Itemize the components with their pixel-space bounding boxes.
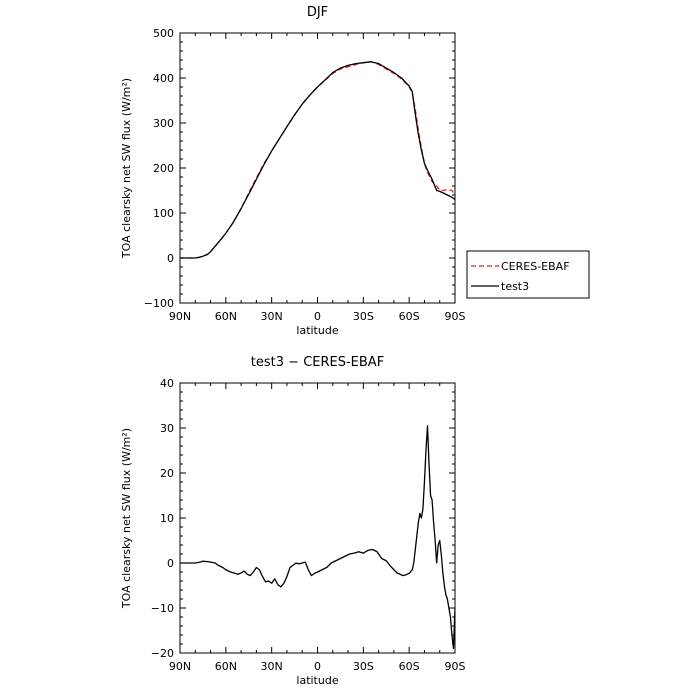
x-tick-label: 0	[314, 660, 321, 673]
x-tick-label: 0	[314, 310, 321, 323]
x-tick-label: 30S	[353, 660, 374, 673]
y-tick-label: 200	[153, 162, 174, 175]
x-tick-label: 60S	[399, 660, 420, 673]
legend-label: test3	[501, 280, 529, 293]
legend-box	[466, 250, 590, 299]
y-tick-label: 500	[153, 27, 174, 40]
y-tick-label: −10	[151, 602, 174, 615]
series-line-0	[180, 425, 455, 650]
y-tick-label: 30	[160, 422, 174, 435]
y-tick-label: 300	[153, 117, 174, 130]
chart-top: DJF 90N 60N 30N 0 30S 60S 90S −100 0 100 200 300 400 5…	[120, 5, 590, 337]
plot-frame	[179, 382, 456, 654]
series-line-test3	[180, 61, 455, 259]
y-tick-label: −100	[144, 297, 174, 310]
y-tick-label: 40	[160, 377, 174, 390]
y-tick-label: 20	[160, 467, 174, 480]
y-axis-label: TOA clearsky net SW flux (W/m²)	[120, 78, 133, 259]
chart-title: test3 − CERES-EBAF	[251, 355, 384, 370]
y-tick-label: 400	[153, 72, 174, 85]
x-tick-label: 60N	[215, 660, 237, 673]
x-tick-label: 90N	[169, 660, 191, 673]
x-tick-label: 90N	[169, 310, 191, 323]
x-tick-label: 30N	[261, 310, 283, 323]
x-tick-label: 30N	[261, 660, 283, 673]
x-axis-label: latitude	[296, 674, 338, 687]
chart-bottom: test3 − CERES-EBAF 90N 60N 30N 0 30S 60S 90S −20…	[120, 355, 466, 687]
x-tick-label: 60S	[399, 310, 420, 323]
x-tick-label: 90S	[445, 660, 466, 673]
legend: CERES-EBAF test3	[466, 250, 590, 299]
legend-label: CERES-EBAF	[501, 260, 570, 273]
plot-frame	[179, 32, 456, 304]
x-axis-label: latitude	[296, 324, 338, 337]
series-line-ceres-ebaf	[180, 61, 455, 259]
y-tick-label: −20	[151, 647, 174, 660]
x-tick-label: 30S	[353, 310, 374, 323]
x-tick-label: 90S	[445, 310, 466, 323]
x-tick-label: 60N	[215, 310, 237, 323]
y-tick-label: 0	[167, 557, 174, 570]
y-tick-label: 0	[167, 252, 174, 265]
y-tick-label: 100	[153, 207, 174, 220]
y-tick-label: 10	[160, 512, 174, 525]
y-axis-label: TOA clearsky net SW flux (W/m²)	[120, 428, 133, 609]
chart-title: DJF	[307, 5, 328, 20]
